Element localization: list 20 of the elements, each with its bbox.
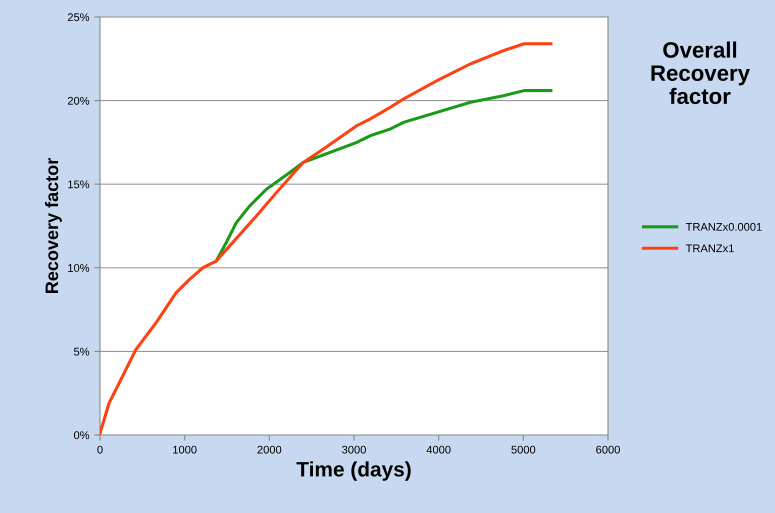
- x-axis-title: Time (days): [296, 461, 411, 481]
- x-tick-label: 5000: [511, 446, 536, 454]
- x-tick-label: 6000: [596, 446, 620, 454]
- y-tick-label: 10%: [68, 264, 90, 272]
- y-tick-label: 20%: [68, 96, 90, 105]
- x-tick-label: 3000: [342, 446, 366, 454]
- line-series: [100, 42, 552, 435]
- text: Overall Recovery factor: [651, 42, 750, 104]
- x-tick-label: 2000: [258, 446, 282, 454]
- x-tick-label: 1000: [173, 446, 197, 454]
- y-tick-label: 0%: [74, 431, 90, 440]
- y-axis-title: Recovery factor: [44, 158, 62, 294]
- line-series: [214, 89, 552, 263]
- y-tick-label: 15%: [68, 180, 90, 188]
- x-tick-label: 0: [97, 446, 103, 454]
- x-tick-label: 4000: [426, 446, 451, 454]
- legend-label: TRANZx0.0001: [686, 222, 762, 231]
- y-tick-label: 5%: [74, 348, 90, 356]
- legend-label: TRANZx1: [686, 244, 734, 252]
- y-tick-label: 25%: [68, 13, 90, 22]
